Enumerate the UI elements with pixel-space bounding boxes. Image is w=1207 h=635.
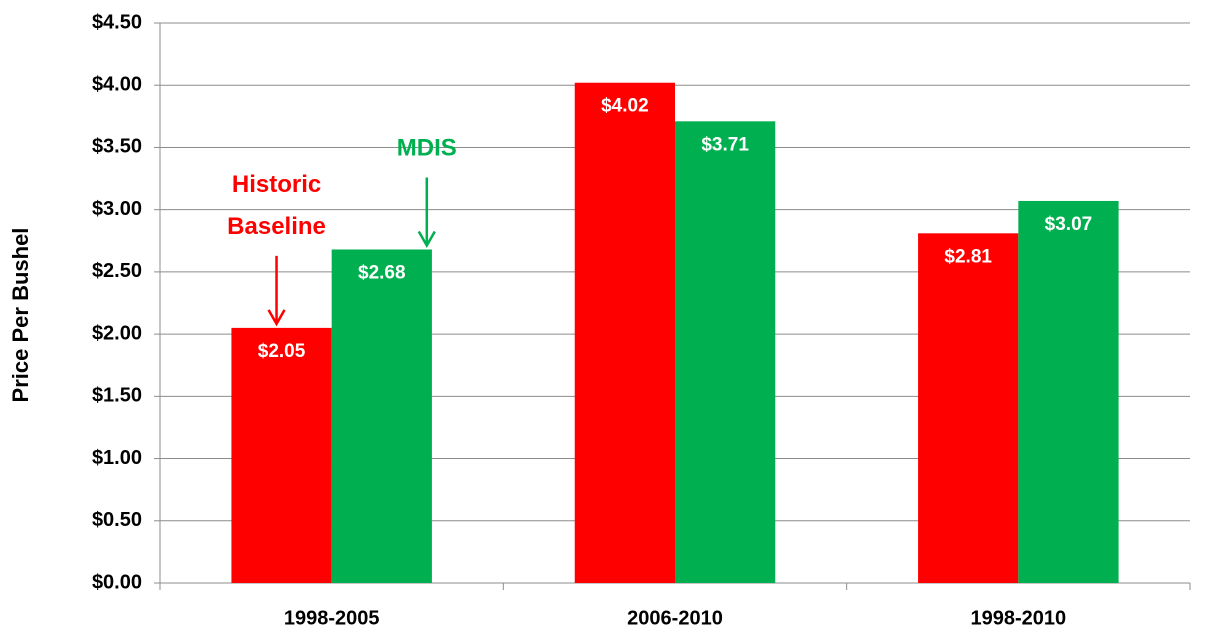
- y-tick-label: $1.00: [92, 447, 142, 469]
- value-label: $2.05: [258, 341, 306, 362]
- bar: [331, 249, 432, 583]
- x-tick-label: 1998-2010: [971, 607, 1067, 629]
- legend-label: Historic Baseline: [227, 171, 326, 240]
- value-label: $2.68: [358, 263, 406, 284]
- value-label: $3.07: [1045, 214, 1093, 235]
- legend-arrowhead: [417, 230, 436, 249]
- bar: [918, 233, 1019, 584]
- y-tick-label: $2.00: [92, 322, 142, 344]
- bar: [1018, 200, 1119, 583]
- value-label: $2.81: [944, 246, 992, 267]
- value-label: $4.02: [601, 96, 649, 117]
- x-tick-label: 2006-2010: [627, 607, 723, 629]
- legend-label: MDIS: [397, 135, 457, 162]
- x-tick-label: 1998-2005: [284, 607, 380, 629]
- y-axis-label: Price Per Bushel: [8, 228, 33, 403]
- y-tick-label: $0.50: [92, 509, 142, 531]
- bar: [231, 327, 332, 583]
- y-tick-label: $3.00: [92, 198, 142, 220]
- y-tick-label: $3.50: [92, 136, 142, 158]
- y-tick-label: $1.50: [92, 385, 142, 407]
- bar: [574, 82, 675, 583]
- y-tick-label: $4.50: [92, 11, 142, 33]
- bar: [675, 121, 776, 584]
- value-label: $3.71: [701, 134, 749, 155]
- y-tick-label: $4.00: [92, 74, 142, 96]
- y-tick-label: $2.50: [92, 260, 142, 282]
- y-tick-label: $0.00: [92, 571, 142, 593]
- legend-arrowhead: [267, 309, 286, 327]
